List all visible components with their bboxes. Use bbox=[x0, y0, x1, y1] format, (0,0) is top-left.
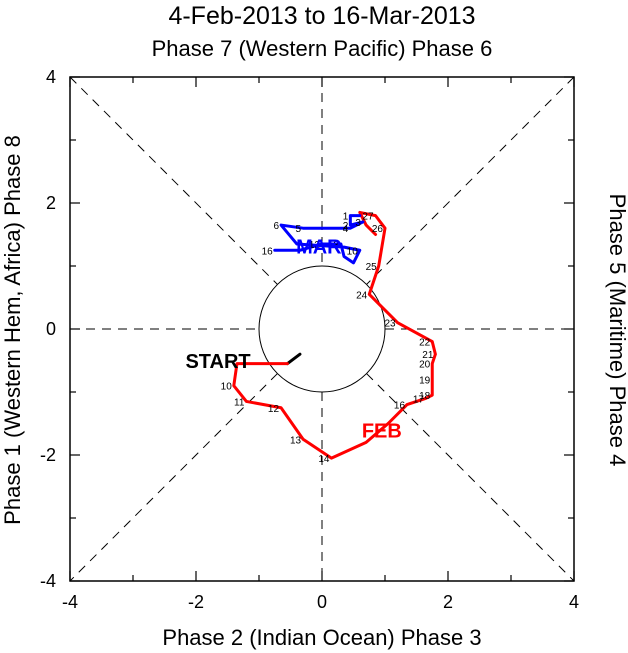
series-point bbox=[286, 362, 289, 365]
series-point bbox=[349, 214, 352, 217]
guide-line-diag-nw bbox=[69, 76, 278, 285]
series-point bbox=[352, 261, 355, 265]
series-point bbox=[361, 220, 365, 224]
bottom-phase-label: Phase 2 (Indian Ocean) Phase 3 bbox=[162, 625, 481, 650]
day-label: 16 bbox=[394, 401, 406, 412]
left-phase-label: Phase 1 (Western Hem, Africa) Phase 8 bbox=[0, 135, 25, 525]
series-point bbox=[298, 353, 302, 356]
series-point bbox=[368, 293, 371, 296]
day-label: 23 bbox=[384, 319, 396, 330]
day-label: 5 bbox=[296, 224, 302, 235]
day-label: 13 bbox=[290, 435, 302, 446]
top-phase-label: Phase 7 (Western Pacific) Phase 6 bbox=[152, 36, 493, 61]
series-point bbox=[342, 245, 346, 249]
day-label: 12 bbox=[309, 240, 321, 251]
series-point bbox=[431, 362, 434, 365]
series-point bbox=[301, 438, 305, 441]
day-label: 11 bbox=[234, 397, 245, 408]
day-label: 16 bbox=[262, 246, 274, 257]
guide-line-diag-se bbox=[366, 373, 575, 582]
series-point bbox=[349, 227, 352, 230]
series-point bbox=[431, 378, 434, 381]
start-label: START bbox=[185, 351, 250, 373]
day-label: 17 bbox=[413, 394, 425, 405]
x-tick-label: 2 bbox=[443, 592, 453, 612]
day-label: 6 bbox=[273, 221, 279, 232]
x-tick-label: -2 bbox=[188, 592, 204, 612]
unit-circle bbox=[258, 265, 386, 393]
y-tick-label: 0 bbox=[46, 319, 56, 339]
series-point bbox=[424, 397, 428, 400]
day-label: 21 bbox=[422, 350, 434, 361]
series-line-feb bbox=[232, 210, 437, 460]
series-point bbox=[279, 223, 283, 227]
day-label: 14 bbox=[318, 454, 330, 465]
x-tick-label: -4 bbox=[62, 592, 78, 612]
guide-line-diag-ne bbox=[366, 76, 575, 285]
y-tick-label: 4 bbox=[46, 67, 56, 87]
day-label: 10 bbox=[221, 382, 233, 393]
x-tick-label: 4 bbox=[569, 592, 579, 612]
series-point bbox=[235, 362, 239, 365]
series-point bbox=[383, 227, 387, 230]
y-tick-label: -2 bbox=[40, 445, 56, 465]
day-label: 13 bbox=[328, 240, 340, 251]
series-point bbox=[232, 384, 235, 387]
chart-title: 4-Feb-2013 to 16-Mar-2013 bbox=[168, 2, 475, 30]
day-label: 3 bbox=[355, 218, 361, 229]
series-point bbox=[320, 242, 324, 246]
series-point bbox=[273, 249, 276, 252]
series-line-jan bbox=[285, 352, 302, 366]
day-label: 12 bbox=[268, 404, 280, 415]
right-phase-label: Phase 5 (Maritime) Phase 4 bbox=[605, 194, 628, 467]
x-tick-label: 0 bbox=[317, 592, 327, 612]
series-point bbox=[295, 242, 298, 246]
series-point bbox=[358, 249, 361, 252]
day-label: 1 bbox=[343, 212, 349, 223]
month-label-feb: FEB bbox=[362, 420, 402, 442]
series-point bbox=[245, 400, 248, 403]
series-point bbox=[431, 393, 434, 397]
day-label: 10 bbox=[347, 246, 359, 257]
guide-line-diag-sw bbox=[69, 373, 278, 582]
series-point bbox=[358, 211, 361, 214]
series-point bbox=[434, 353, 437, 356]
series-point bbox=[374, 214, 377, 217]
series-point bbox=[431, 340, 434, 343]
y-tick-label: -4 bbox=[40, 571, 56, 591]
day-label: 26 bbox=[372, 224, 384, 235]
series-point bbox=[298, 249, 302, 252]
day-label: 4 bbox=[343, 224, 349, 235]
month-label-mar: MAR bbox=[296, 236, 342, 258]
day-label: 27 bbox=[362, 212, 374, 223]
series-point bbox=[377, 264, 380, 268]
series-point bbox=[330, 456, 333, 460]
day-label: 22 bbox=[419, 338, 431, 349]
series-point bbox=[364, 223, 368, 227]
day-label: 19 bbox=[419, 375, 431, 386]
day-label: 18 bbox=[419, 391, 431, 402]
series-point bbox=[342, 255, 346, 258]
series-point bbox=[301, 227, 305, 230]
series-point bbox=[358, 214, 361, 217]
series-point bbox=[374, 233, 377, 236]
series-point bbox=[349, 223, 352, 227]
series-point bbox=[339, 242, 343, 246]
series-point bbox=[405, 403, 409, 406]
series-point bbox=[323, 227, 327, 230]
day-label: 24 bbox=[356, 290, 368, 301]
day-label: 20 bbox=[419, 360, 431, 371]
day-label: 25 bbox=[366, 262, 378, 273]
series-point bbox=[279, 406, 283, 409]
day-label: 2 bbox=[343, 221, 349, 232]
series-point bbox=[386, 422, 390, 425]
series-point bbox=[396, 321, 399, 324]
series-point bbox=[364, 441, 368, 444]
y-tick-label: 2 bbox=[46, 193, 56, 213]
